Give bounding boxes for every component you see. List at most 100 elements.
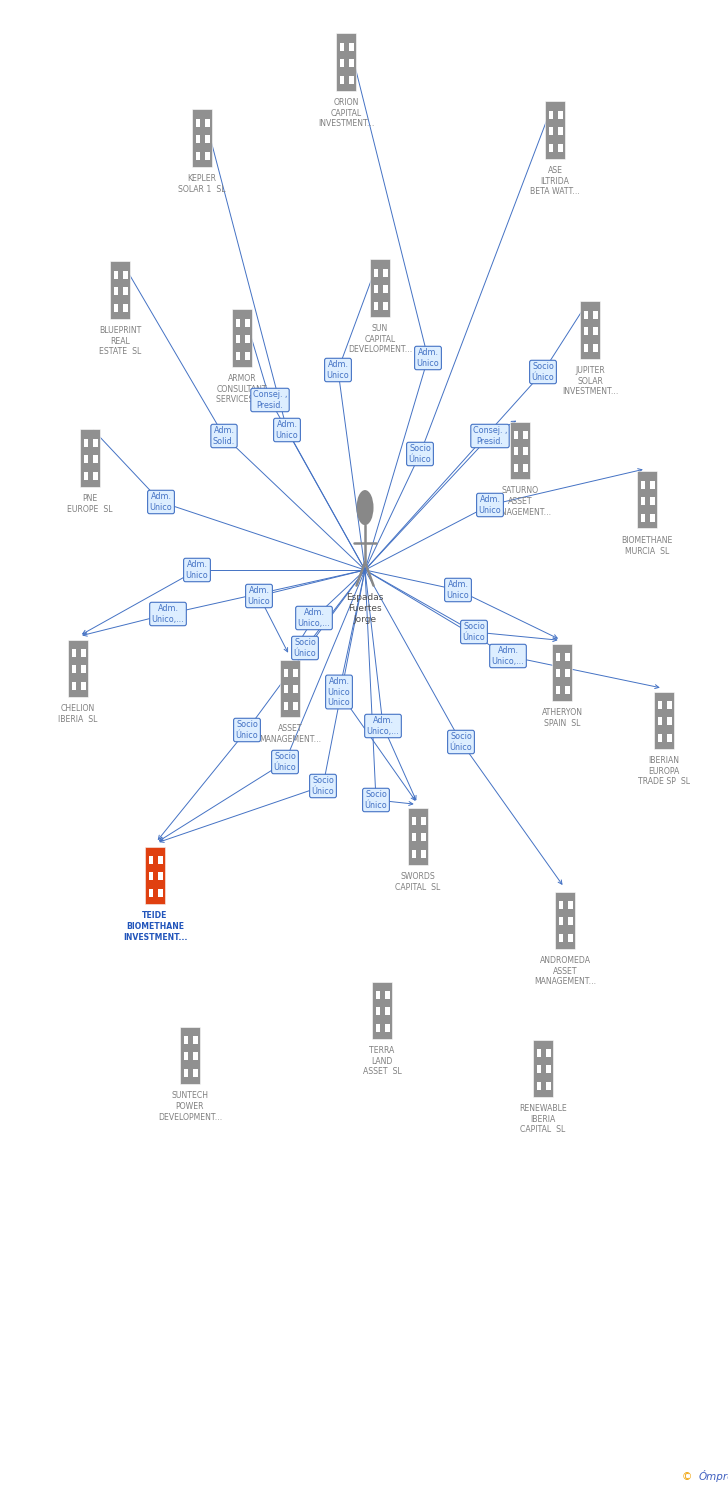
Bar (184, 1052, 189, 1060)
Bar (81, 681, 86, 690)
Bar (421, 849, 426, 858)
Bar (383, 285, 387, 292)
Bar (123, 286, 127, 296)
Bar (149, 855, 154, 864)
Text: ATHERYON
SPAIN  SL: ATHERYON SPAIN SL (542, 708, 582, 728)
Bar (349, 75, 354, 84)
Text: Adm.
Unico: Adm. Unico (276, 420, 298, 440)
Bar (236, 334, 240, 344)
Bar (72, 664, 76, 674)
Bar (523, 447, 528, 454)
Bar (559, 916, 563, 926)
Text: SUNTECH
POWER
DEVELOPMENT...: SUNTECH POWER DEVELOPMENT... (158, 1090, 222, 1122)
Bar (349, 42, 354, 51)
Bar (650, 513, 654, 522)
Bar (149, 871, 154, 880)
Bar (510, 422, 530, 478)
Bar (385, 1007, 389, 1016)
Text: Adm.
Unico: Adm. Unico (478, 495, 502, 514)
Bar (584, 310, 588, 318)
Text: CHELION
IBERIA  SL: CHELION IBERIA SL (58, 704, 98, 724)
Text: Consej. ,
Presid.: Consej. , Presid. (472, 426, 507, 445)
Bar (549, 128, 553, 135)
Text: SUN
CAPITAL
DEVELOPMENT...: SUN CAPITAL DEVELOPMENT... (348, 324, 412, 354)
Text: Socio
Único: Socio Único (462, 622, 486, 642)
Bar (123, 270, 127, 279)
Bar (383, 268, 387, 276)
Text: BIOMETHANE
MURCIA  SL: BIOMETHANE MURCIA SL (621, 536, 673, 555)
Text: Adm.
Unico,...: Adm. Unico,... (367, 717, 400, 735)
Bar (658, 717, 662, 724)
Bar (149, 855, 154, 864)
Bar (514, 430, 518, 438)
Bar (149, 888, 154, 897)
Bar (191, 110, 212, 166)
Text: Socio
Único: Socio Único (408, 444, 432, 464)
Text: SATURNO
ASSET
MANAGEMENT...: SATURNO ASSET MANAGEMENT... (489, 486, 551, 516)
Bar (584, 344, 588, 351)
Bar (667, 717, 671, 724)
Bar (93, 438, 98, 447)
Text: TERRA
LAND
ASSET  SL: TERRA LAND ASSET SL (363, 1046, 401, 1077)
Bar (412, 849, 416, 858)
Bar (421, 833, 426, 842)
Bar (158, 871, 162, 880)
Bar (523, 464, 528, 471)
Bar (637, 471, 657, 528)
Bar (80, 429, 100, 486)
Text: Socio
Único: Socio Único (293, 639, 317, 657)
Text: ASSET
MANAGEMENT...: ASSET MANAGEMENT... (259, 724, 321, 744)
Bar (158, 855, 162, 864)
Text: ORION
CAPITAL
INVESTMENT...: ORION CAPITAL INVESTMENT... (318, 98, 374, 129)
Bar (641, 480, 645, 489)
Bar (114, 286, 119, 296)
Circle shape (357, 490, 373, 525)
Bar (549, 144, 553, 152)
Bar (280, 660, 300, 717)
Text: RENEWABLE
IBERIA
CAPITAL  SL: RENEWABLE IBERIA CAPITAL SL (519, 1104, 567, 1134)
Bar (158, 871, 162, 880)
Bar (546, 1065, 550, 1072)
Bar (110, 261, 130, 318)
Bar (556, 669, 561, 676)
Bar (284, 669, 288, 676)
Text: Socio
Único: Socio Único (365, 790, 387, 810)
Bar (184, 1035, 189, 1044)
Bar (205, 118, 210, 126)
Bar (559, 900, 563, 909)
Bar (408, 807, 428, 864)
Bar (374, 285, 379, 292)
Bar (123, 303, 127, 312)
Text: Espadas
Fuertes
Jorge: Espadas Fuertes Jorge (347, 592, 384, 624)
Bar (537, 1082, 542, 1089)
Text: Adm.
Unico: Adm. Unico (327, 360, 349, 380)
Bar (293, 669, 298, 676)
Text: ARMOR
CONSULTANT
SERVICES  SL: ARMOR CONSULTANT SERVICES SL (216, 374, 268, 405)
Bar (565, 686, 569, 693)
Bar (293, 702, 298, 709)
Bar (180, 1026, 200, 1083)
Bar (374, 268, 379, 276)
Bar (293, 686, 298, 693)
Bar (593, 344, 598, 351)
Bar (658, 700, 662, 708)
Bar (205, 135, 210, 142)
Bar (245, 318, 250, 327)
Bar (114, 303, 119, 312)
Bar (412, 833, 416, 842)
Bar (196, 152, 200, 159)
Bar (196, 135, 200, 142)
Bar (376, 1023, 380, 1032)
Bar (145, 846, 165, 903)
Bar (232, 309, 252, 366)
Bar (149, 888, 154, 897)
Text: Consej. ,
Presid.: Consej. , Presid. (253, 390, 287, 410)
Bar (533, 1040, 553, 1096)
Bar (558, 144, 563, 152)
Text: Adm.
Unico: Adm. Unico (186, 561, 208, 579)
Text: KEPLER
SOLAR 1  SL: KEPLER SOLAR 1 SL (178, 174, 226, 194)
Bar (383, 302, 387, 309)
Text: Adm.
Solid.: Adm. Solid. (213, 426, 235, 445)
Bar (149, 871, 154, 880)
Text: Socio
Único: Socio Único (274, 753, 296, 771)
